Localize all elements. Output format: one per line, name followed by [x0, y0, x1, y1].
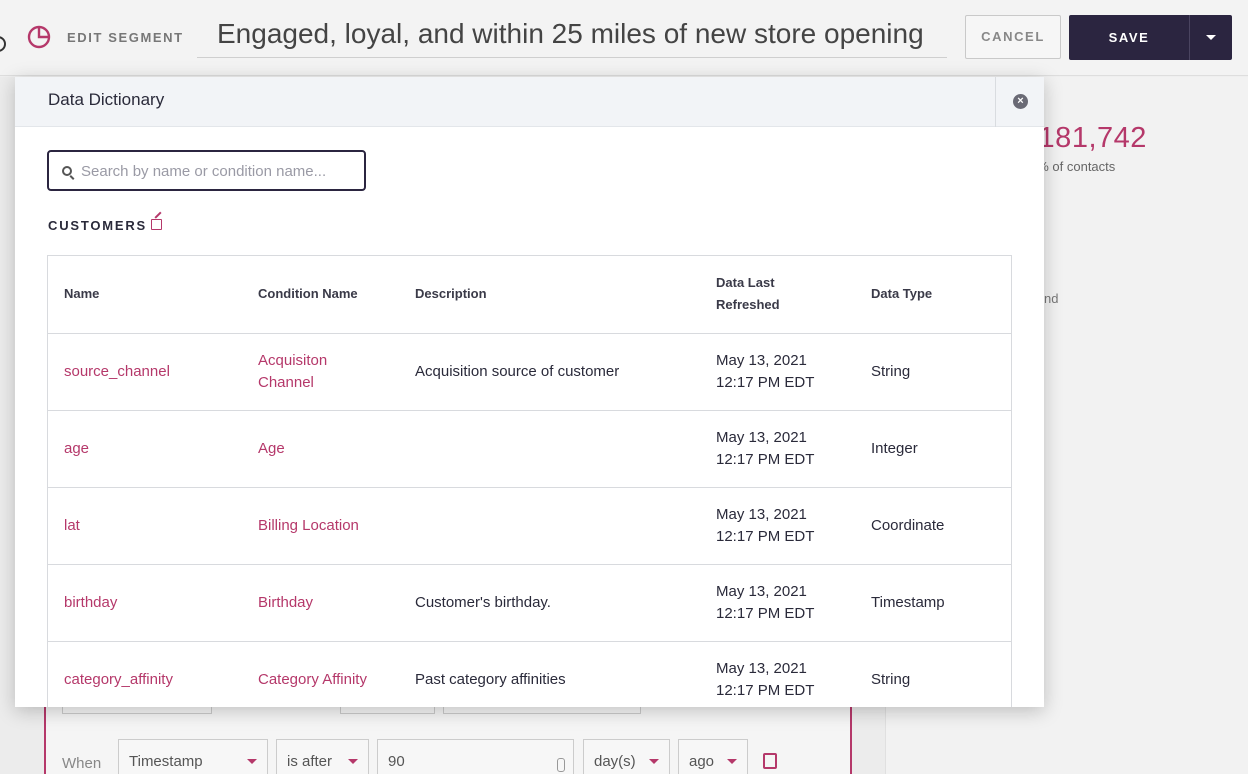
chevron-down-icon: [727, 759, 737, 764]
value-input[interactable]: 90: [377, 739, 574, 774]
when-label: When: [62, 755, 102, 772]
condition-name-text: Acquisiton Channel: [258, 351, 328, 391]
refreshed-cell: May 13, 2021 12:17 PM EDT: [700, 333, 855, 411]
table-row: lat Billing Location May 13, 2021 12:17 …: [48, 487, 1011, 565]
search-input[interactable]: [81, 160, 351, 182]
condition-name-link[interactable]: Age: [242, 410, 399, 488]
type-cell: Coordinate: [855, 487, 1011, 565]
condition-name-link[interactable]: Category Affinity: [242, 641, 399, 707]
data-dictionary-icon[interactable]: [763, 753, 777, 769]
type-cell: String: [855, 641, 1011, 707]
condition-name-link[interactable]: Birthday: [242, 564, 399, 642]
back-icon[interactable]: [0, 36, 6, 52]
type-cell: String: [855, 333, 1011, 411]
description-cell: [399, 410, 700, 488]
direction-select-value: ago: [689, 753, 715, 770]
contact-count: ,181,742: [1030, 122, 1147, 154]
modal-close-button[interactable]: ×: [995, 77, 1044, 127]
column-header-refreshed: Data Last Refreshed: [700, 256, 855, 334]
refreshed-text: May 13, 2021 12:17 PM EDT: [716, 659, 815, 699]
field-name-link[interactable]: birthday: [48, 564, 242, 642]
field-name-link[interactable]: category_affinity: [48, 641, 242, 707]
refreshed-text: May 13, 2021 12:17 PM EDT: [716, 351, 815, 391]
operator-select[interactable]: is after: [276, 739, 369, 774]
cancel-button[interactable]: CANCEL: [965, 15, 1061, 59]
data-dictionary-table: Name Condition Name Description Data Las…: [47, 255, 1012, 707]
section-title: CUSTOMERS: [48, 218, 148, 233]
refreshed-text: May 13, 2021 12:17 PM EDT: [716, 582, 815, 622]
top-bar: EDIT SEGMENT Engaged, loyal, and within …: [0, 0, 1248, 76]
chevron-down-icon: [348, 759, 358, 764]
table-row: birthday Birthday Customer's birthday. M…: [48, 564, 1011, 642]
table-row: source_channel Acquisiton Channel Acquis…: [48, 333, 1011, 411]
field-name-link[interactable]: source_channel: [48, 333, 242, 411]
column-header-name: Name: [48, 256, 242, 334]
column-header-type: Data Type: [855, 256, 1011, 334]
condition-name-link[interactable]: Billing Location: [242, 487, 399, 565]
summary-partial-text: nd: [1044, 291, 1059, 306]
contact-percent: 6% of contacts: [1030, 159, 1116, 174]
close-icon[interactable]: ×: [1013, 94, 1028, 109]
search-icon: [62, 166, 72, 176]
type-cell: Timestamp: [855, 564, 1011, 642]
refreshed-cell: May 13, 2021 12:17 PM EDT: [700, 641, 855, 707]
table-header-row: Name Condition Name Description Data Las…: [48, 256, 1011, 334]
refreshed-cell: May 13, 2021 12:17 PM EDT: [700, 487, 855, 565]
search-field[interactable]: [47, 150, 366, 191]
table-row: age Age May 13, 2021 12:17 PM EDT Intege…: [48, 410, 1011, 488]
data-dictionary-modal: Data Dictionary × CUSTOMERS Name Conditi…: [15, 77, 1044, 707]
table-row: category_affinity Category Affinity Past…: [48, 641, 1011, 707]
field-name-link[interactable]: lat: [48, 487, 242, 565]
refreshed-cell: May 13, 2021 12:17 PM EDT: [700, 410, 855, 488]
segment-name-input[interactable]: Engaged, loyal, and within 25 miles of n…: [197, 14, 947, 58]
column-header-condition: Condition Name: [242, 256, 399, 334]
type-cell: Integer: [855, 410, 1011, 488]
direction-select[interactable]: ago: [678, 739, 748, 774]
modal-title: Data Dictionary: [48, 90, 165, 109]
description-cell: [399, 487, 700, 565]
column-header-refreshed-text: Data Last Refreshed: [716, 275, 780, 313]
save-button[interactable]: SAVE: [1069, 15, 1189, 60]
refreshed-text: May 13, 2021 12:17 PM EDT: [716, 428, 815, 468]
operator-select-value: is after: [287, 753, 333, 770]
modal-header: Data Dictionary ×: [15, 77, 1044, 127]
condition-name-link[interactable]: Acquisiton Channel: [242, 333, 399, 411]
description-cell: Acquisition source of customer: [399, 333, 700, 411]
field-name-link[interactable]: age: [48, 410, 242, 488]
external-link-icon[interactable]: [151, 219, 162, 230]
edit-segment-label: EDIT SEGMENT: [67, 30, 184, 45]
stepper-icon[interactable]: [557, 758, 565, 772]
chevron-down-icon: [649, 759, 659, 764]
description-cell: Past category affinities: [399, 641, 700, 707]
unit-select-value: day(s): [594, 753, 636, 770]
refreshed-text: May 13, 2021 12:17 PM EDT: [716, 505, 815, 545]
chevron-down-icon: [247, 759, 257, 764]
field-select[interactable]: Timestamp: [118, 739, 268, 774]
field-select-value: Timestamp: [129, 753, 203, 770]
segment-pie-icon: [27, 25, 51, 49]
column-header-description: Description: [399, 256, 700, 334]
refreshed-cell: May 13, 2021 12:17 PM EDT: [700, 564, 855, 642]
value-input-text: 90: [388, 753, 405, 770]
unit-select[interactable]: day(s): [583, 739, 670, 774]
description-cell: Customer's birthday.: [399, 564, 700, 642]
save-options-dropdown[interactable]: [1189, 15, 1232, 60]
